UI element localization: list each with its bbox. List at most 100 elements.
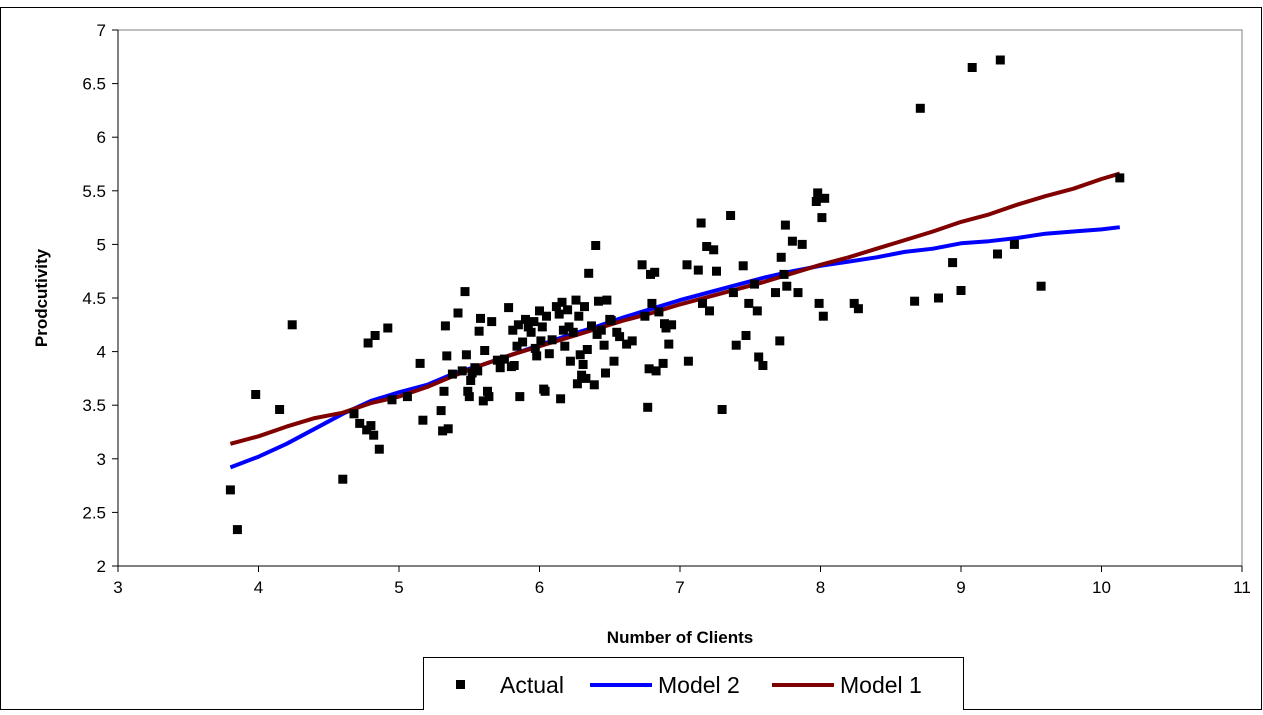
- data-point-actual: [536, 336, 546, 346]
- data-point-actual: [338, 474, 348, 484]
- y-tick-label: 6: [97, 128, 106, 147]
- data-point-actual: [369, 430, 379, 440]
- data-point-actual: [484, 392, 494, 402]
- data-point-actual: [355, 418, 365, 428]
- data-point-actual: [366, 421, 376, 431]
- data-point-actual: [551, 302, 561, 312]
- data-point-actual: [601, 368, 610, 378]
- data-point-actual: [526, 327, 536, 337]
- data-point-actual: [547, 335, 557, 345]
- legend-label-model-1: Model 1: [840, 672, 922, 698]
- data-point-actual: [460, 287, 470, 297]
- data-point-actual: [439, 386, 449, 396]
- data-point-actual: [758, 361, 768, 370]
- y-tick-label: 3.5: [82, 396, 106, 415]
- data-point-actual: [709, 245, 719, 255]
- data-point-actual: [402, 392, 412, 402]
- data-point-actual: [993, 249, 1002, 259]
- data-point-actual: [580, 302, 589, 312]
- x-tick-label: 10: [1092, 578, 1111, 597]
- data-point-actual: [771, 288, 780, 298]
- data-point-actual: [554, 309, 564, 319]
- data-point-actual: [726, 211, 736, 220]
- data-point-actual: [440, 321, 450, 331]
- data-point-actual: [558, 325, 568, 335]
- data-point-actual: [467, 368, 477, 378]
- data-point-actual: [779, 269, 789, 279]
- data-point-actual: [915, 103, 925, 113]
- x-tick-label: 11: [1233, 578, 1251, 597]
- data-point-actual: [492, 355, 502, 365]
- data-point-actual: [473, 366, 483, 376]
- data-point-actual: [529, 317, 539, 327]
- data-point-actual: [705, 306, 714, 316]
- data-point-actual: [797, 239, 807, 249]
- data-point-actual: [787, 236, 797, 246]
- data-point-actual: [582, 345, 592, 354]
- data-point-actual: [474, 326, 484, 336]
- data-point-actual: [251, 390, 261, 399]
- x-tick-label: 7: [675, 578, 684, 597]
- data-point-actual: [967, 63, 977, 72]
- data-point-actual: [910, 296, 920, 306]
- data-point-actual: [418, 415, 428, 425]
- legend-box: [423, 657, 964, 712]
- data-point-actual: [591, 241, 601, 250]
- data-point-actual: [647, 298, 657, 308]
- data-point-actual: [738, 261, 748, 271]
- y-tick-label: 3: [97, 450, 106, 469]
- legend-label-actual: Actual: [500, 672, 564, 698]
- x-tick-label: 4: [254, 578, 263, 597]
- data-point-actual: [483, 386, 492, 396]
- data-point-actual: [640, 311, 650, 321]
- data-point-actual: [609, 356, 619, 366]
- data-point-actual: [556, 394, 566, 404]
- data-point-actual: [683, 356, 693, 366]
- y-tick-label: 7: [97, 21, 106, 40]
- data-point-actual: [349, 409, 359, 419]
- data-point-actual: [728, 288, 738, 298]
- y-tick-label: 6.5: [82, 75, 106, 94]
- data-point-actual: [581, 373, 591, 383]
- data-point-actual: [436, 406, 446, 416]
- data-point-actual: [476, 313, 485, 323]
- x-axis-title: Number of Clients: [607, 628, 753, 647]
- data-point-actual: [741, 331, 751, 340]
- data-point-actual: [478, 396, 488, 406]
- data-point-actual: [615, 332, 625, 342]
- data-point-actual: [518, 337, 528, 347]
- data-point-actual: [696, 218, 706, 228]
- data-point-actual: [584, 268, 594, 278]
- data-point-actual: [934, 293, 943, 303]
- data-point-actual: [515, 392, 525, 402]
- data-point-actual: [606, 316, 616, 325]
- data-point-actual: [374, 444, 384, 454]
- series-markers: [225, 55, 1125, 535]
- data-point-actual: [495, 363, 505, 373]
- data-point-actual: [537, 322, 547, 332]
- data-point-actual: [775, 336, 785, 346]
- data-point-actual: [557, 297, 567, 307]
- data-point-actual: [717, 405, 727, 414]
- data-point-actual: [644, 364, 654, 374]
- data-point-actual: [782, 281, 792, 291]
- y-tick-label: 5.5: [82, 182, 106, 201]
- data-point-actual: [363, 338, 373, 348]
- data-point-actual: [599, 340, 609, 350]
- data-point-actual: [587, 321, 596, 331]
- x-tick-label: 5: [394, 578, 403, 597]
- data-point-actual: [754, 352, 764, 362]
- data-point-actual: [702, 242, 712, 251]
- data-point-actual: [596, 325, 606, 335]
- data-point-actual: [712, 266, 721, 276]
- data-point-actual: [504, 303, 514, 313]
- data-point-actual: [682, 260, 692, 270]
- data-point-actual: [370, 331, 380, 340]
- series-line-model-2: [229, 225, 1121, 470]
- y-tick-label: 5: [97, 235, 106, 254]
- data-point-actual: [387, 395, 397, 405]
- data-point-actual: [447, 369, 457, 379]
- data-point-actual: [948, 258, 958, 268]
- data-point-actual: [956, 286, 966, 295]
- data-point-actual: [817, 213, 827, 223]
